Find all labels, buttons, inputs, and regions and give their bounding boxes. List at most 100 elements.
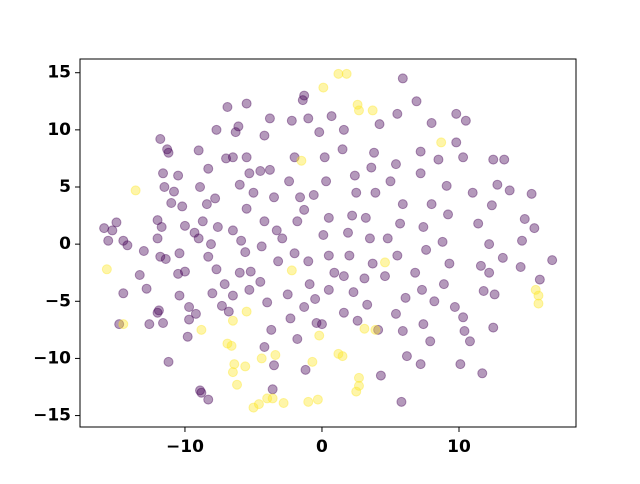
scatter-point [221, 153, 232, 164]
scatter-point [303, 113, 314, 124]
scatter-point [314, 330, 325, 341]
scatter-point [526, 188, 537, 199]
scatter-point [443, 209, 454, 220]
scatter-point [438, 279, 449, 290]
scatter-point [259, 342, 270, 352]
scatter-point [308, 190, 319, 200]
scatter-point [333, 348, 344, 359]
scatter-point [390, 308, 401, 319]
scatter-point [158, 168, 169, 179]
scatter-point [262, 393, 273, 404]
scatter-point [338, 124, 349, 135]
scatter-point [421, 244, 432, 255]
scatter-point [240, 247, 251, 258]
scatter-point [360, 212, 371, 223]
scatter-point [264, 164, 275, 175]
scatter-point [489, 289, 500, 300]
scatter-point [392, 108, 403, 119]
scatter-point [229, 359, 240, 370]
scatter-point [392, 250, 403, 261]
scatter-point [163, 147, 174, 158]
scatter-point [236, 235, 247, 246]
scatter-point [299, 90, 310, 101]
scatter-point [351, 187, 362, 198]
scatter-point [401, 351, 412, 362]
scatter-point [256, 241, 267, 252]
scatter-point [114, 319, 125, 330]
scatter-point [379, 257, 390, 268]
scatter-point [323, 212, 334, 223]
scatter-point [255, 276, 266, 287]
scatter-point [529, 223, 540, 234]
scatter-point [359, 323, 370, 334]
scatter-point [292, 334, 303, 344]
scatter-point [352, 315, 363, 326]
scatter-point [101, 264, 112, 275]
scatter-point [533, 290, 544, 301]
scatter-point [397, 73, 408, 84]
scatter-point [515, 262, 526, 272]
y-tick-label: −5 [45, 291, 71, 311]
scatter-point [190, 308, 201, 319]
scatter-point [286, 115, 297, 126]
x-tick-label: 0 [316, 437, 328, 457]
scatter-point [517, 235, 528, 246]
scatter-point [193, 233, 204, 244]
scatter-point [173, 268, 184, 279]
scatter-point [240, 361, 251, 372]
scatter-point [534, 274, 545, 285]
scatter-point [303, 256, 314, 267]
scatter-point [310, 294, 321, 304]
scatter-point [484, 267, 495, 278]
y-tick-label: −15 [33, 406, 71, 426]
scatter-point [159, 182, 170, 192]
scatter-point [475, 260, 486, 271]
scatter-point [182, 331, 193, 342]
scatter-point [353, 105, 364, 116]
scatter-point [197, 216, 208, 227]
scatter-point [451, 108, 462, 119]
scatter-point [441, 180, 452, 191]
scatter-point [547, 255, 558, 266]
scatter-point [99, 223, 110, 234]
scatter-point [153, 305, 164, 316]
scatter-point [429, 296, 440, 307]
scatter-point [415, 146, 426, 157]
scatter-point [193, 145, 204, 156]
scatter-point [459, 326, 470, 336]
scatter-point [329, 267, 340, 278]
scatter-point [234, 179, 245, 190]
scatter-point [343, 227, 354, 238]
scatter-point [299, 302, 310, 312]
scatter-point [519, 214, 530, 224]
scatter-point [353, 380, 364, 391]
scatter-point [259, 130, 270, 141]
scatter-point [195, 385, 206, 396]
scatter-point [488, 154, 499, 165]
scatter-point [227, 367, 238, 378]
scatter-point [273, 256, 284, 267]
scatter-point [245, 266, 256, 277]
scatter-point [455, 359, 466, 370]
scatter-point [179, 220, 190, 231]
scatter-point [160, 254, 171, 264]
scatter-point [259, 216, 270, 227]
scatter-point [264, 113, 275, 124]
scatter-point [359, 273, 370, 284]
scatter-point [174, 248, 185, 259]
scatter-point [212, 222, 223, 232]
scatter-point [373, 324, 384, 335]
scatter-point [451, 137, 462, 148]
scatter-point [241, 98, 252, 109]
scatter-point [203, 251, 214, 262]
scatter-point [390, 159, 401, 170]
scatter-point [382, 233, 393, 244]
scatter-point [349, 170, 360, 181]
scatter-point [416, 284, 427, 295]
scatter-point [437, 236, 448, 247]
scatter-point [166, 198, 177, 208]
scatter-point [227, 225, 238, 236]
scatter-point [296, 155, 307, 166]
scatter-point [141, 283, 152, 294]
scatter-point [262, 297, 273, 308]
